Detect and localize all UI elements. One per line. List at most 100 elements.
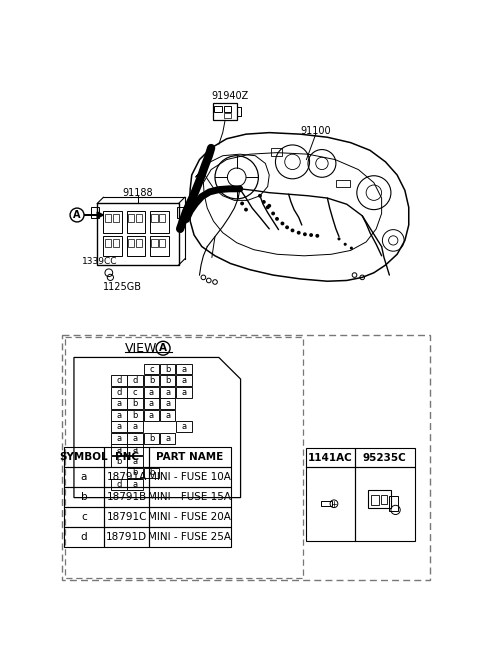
Circle shape [258,194,262,197]
Text: 95235C: 95235C [363,453,407,462]
Bar [149,527,230,547]
Text: PART NAME: PART NAME [156,452,223,462]
Text: a: a [132,480,138,489]
Bar [321,501,332,506]
Text: a: a [149,399,154,408]
Bar [111,445,127,455]
Bar [111,479,127,490]
Bar [111,456,127,467]
Text: a: a [165,388,170,397]
Bar [368,490,391,508]
Bar [113,239,119,247]
Bar [176,375,192,386]
Bar [97,203,179,265]
Text: b: b [132,411,138,420]
Bar [104,447,149,467]
Bar [144,468,159,478]
Bar [149,447,230,467]
Text: a: a [116,434,121,443]
Bar [127,479,143,490]
Text: a: a [132,434,138,443]
Text: a: a [181,422,187,431]
Text: A: A [159,343,167,353]
Bar [150,211,168,233]
Bar [159,239,166,247]
Bar [160,410,176,420]
Bar [214,106,222,112]
Text: MINI - FUSE 25A: MINI - FUSE 25A [148,532,231,542]
Text: a: a [149,388,154,397]
Bar [127,445,143,455]
Circle shape [280,222,284,226]
Text: c: c [149,365,154,373]
Text: 18791A: 18791A [107,472,147,482]
Text: MINI - FUSE 15A: MINI - FUSE 15A [148,492,231,502]
Text: a: a [116,399,121,408]
Bar [62,335,430,580]
Bar [127,468,143,478]
Bar [213,104,238,120]
Text: a: a [132,422,138,431]
Circle shape [285,226,289,229]
Text: 18791C: 18791C [107,512,147,522]
Text: d: d [116,376,121,385]
Text: b: b [116,457,121,466]
Bar [150,236,168,256]
Bar [104,487,149,507]
Text: a: a [116,411,121,420]
Text: c: c [133,388,137,397]
Text: b: b [149,434,154,443]
Bar [64,527,104,547]
Bar [111,387,127,398]
Bar [127,433,143,443]
Bar [355,467,415,541]
Text: a: a [181,388,187,397]
Bar [149,507,230,527]
Text: b: b [132,399,138,408]
Bar [152,215,157,222]
Text: a: a [165,411,170,420]
Text: SYMBOL: SYMBOL [60,452,108,462]
Circle shape [240,201,244,205]
Bar [144,363,159,375]
Text: 18791D: 18791D [106,532,147,542]
Bar [64,487,104,507]
Bar [144,398,159,409]
Text: MINI - FUSE 20A: MINI - FUSE 20A [148,512,231,522]
Text: 1339CC: 1339CC [82,257,117,266]
Bar [105,215,111,222]
Bar [104,507,149,527]
Bar [144,433,159,443]
Bar [103,211,122,233]
Text: a: a [181,365,187,373]
Bar [160,387,176,398]
Circle shape [337,237,340,240]
Circle shape [303,232,307,236]
Bar [224,113,231,118]
Text: 1141AC: 1141AC [308,453,352,462]
Bar [127,398,143,409]
Circle shape [271,211,275,215]
Bar [176,363,192,375]
Circle shape [275,217,279,221]
Polygon shape [84,212,103,218]
Text: b: b [132,468,138,478]
Bar [128,239,134,247]
Bar [160,433,176,443]
Bar [336,180,350,186]
Bar [113,215,119,222]
Bar [381,495,387,504]
Text: MINI - FUSE 10A: MINI - FUSE 10A [148,472,231,482]
Bar [306,448,355,467]
Bar [64,447,104,467]
Circle shape [290,228,294,232]
Text: a: a [132,457,138,466]
Text: a: a [116,422,121,431]
Bar [160,398,176,409]
Circle shape [309,233,313,237]
Bar [111,433,127,443]
Text: d: d [81,532,87,542]
Bar [144,387,159,398]
Text: d: d [132,376,138,385]
Circle shape [262,200,266,204]
